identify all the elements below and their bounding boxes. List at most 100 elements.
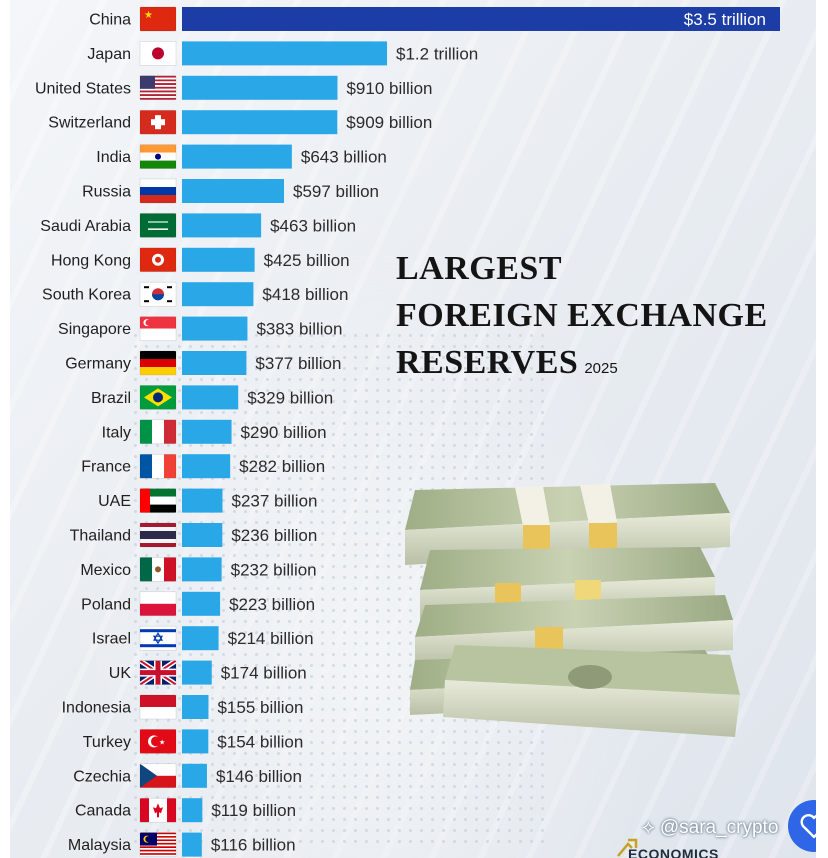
value-label-uk: $174 billion <box>221 664 307 683</box>
category-label-india: India <box>96 149 131 166</box>
category-label-turkey: Turkey <box>83 734 131 751</box>
poland-flag-icon <box>140 591 176 616</box>
title-line-3: RESERVES 2025 <box>396 339 768 392</box>
value-label-germany: $377 billion <box>255 354 341 373</box>
category-label-germany: Germany <box>65 356 131 373</box>
malaysia-flag-icon <box>140 832 176 857</box>
bar-chart: China ★ $3.5 trillion Japan $1.2 trillion Uni… <box>35 6 780 857</box>
value-label-canada: $119 billion <box>211 801 296 820</box>
flag-border <box>139 660 177 685</box>
bar-italy <box>182 419 232 444</box>
value-label-indonesia: $155 billion <box>217 698 303 717</box>
category-label-china: China <box>89 12 131 29</box>
bar-thailand <box>182 523 223 547</box>
category-label-uk: UK <box>109 665 132 682</box>
bar-saudi-arabia <box>182 213 262 238</box>
flag-border <box>139 316 177 341</box>
bar-turkey <box>182 729 209 754</box>
category-label-switzerland: Switzerland <box>48 115 131 132</box>
bar-germany <box>182 351 247 375</box>
bar-south-korea <box>182 282 254 307</box>
bar-singapore <box>182 316 248 341</box>
category-label-united-states: United States <box>35 80 131 97</box>
value-label-france: $282 billion <box>239 457 325 476</box>
bar-malaysia <box>182 832 202 857</box>
category-label-singapore: Singapore <box>58 321 131 338</box>
bar-uk <box>182 660 212 685</box>
flag-border <box>139 797 177 823</box>
title-year: 2025 <box>584 360 618 377</box>
singapore-flag-icon <box>140 316 176 341</box>
bar-hong-kong <box>182 247 255 272</box>
value-label-czechia: $146 billion <box>216 767 302 786</box>
value-label-italy: $290 billion <box>241 423 327 442</box>
flag-border <box>139 488 177 513</box>
flag-border <box>139 763 177 789</box>
japan-flag-icon <box>140 41 176 66</box>
flag-border <box>139 41 177 66</box>
thailand-flag-icon <box>140 523 176 547</box>
flag-border <box>139 385 177 410</box>
saudi-arabia-flag-icon <box>140 213 176 238</box>
bar-israel <box>182 626 219 651</box>
value-label-switzerland: $909 billion <box>346 113 432 132</box>
flag-border <box>139 281 177 307</box>
canada-flag-icon <box>140 798 176 823</box>
bar-uae <box>182 488 223 513</box>
category-label-saudi-arabia: Saudi Arabia <box>40 218 131 235</box>
value-label-malaysia: $116 billion <box>211 836 296 855</box>
value-label-thailand: $236 billion <box>231 526 317 545</box>
bar-brazil <box>182 385 239 410</box>
hong-kong-flag-icon <box>140 247 176 272</box>
value-label-saudi-arabia: $463 billion <box>270 216 356 235</box>
flag-border <box>139 522 177 548</box>
infographic: China ★ $3.5 trillion Japan $1.2 trillion Uni… <box>10 0 816 858</box>
stack-5 <box>443 645 740 737</box>
flag-border <box>139 213 177 238</box>
brand-logo-text: ECONOMICS <box>628 846 719 858</box>
category-label-south-korea: South Korea <box>42 287 131 304</box>
category-label-mexico: Mexico <box>80 562 131 579</box>
category-label-hong-kong: Hong Kong <box>51 252 131 269</box>
category-label-malaysia: Malaysia <box>68 837 131 854</box>
category-label-czechia: Czechia <box>73 768 131 785</box>
flag-border <box>139 453 177 479</box>
flag-border <box>139 832 177 857</box>
czechia-flag-icon <box>140 763 176 788</box>
flag-border <box>139 625 177 651</box>
flag-border <box>139 247 177 273</box>
value-label-russia: $597 billion <box>293 182 379 201</box>
category-label-indonesia: Indonesia <box>62 700 131 717</box>
china-flag-icon: ★ <box>140 7 176 31</box>
russia-flag-icon <box>140 179 176 203</box>
italy-flag-icon <box>140 419 176 444</box>
bar-mexico <box>182 557 222 582</box>
flag-border <box>139 109 177 135</box>
bar-canada <box>182 798 203 823</box>
turkey-flag-icon: ★ <box>140 729 176 754</box>
svg-text:★: ★ <box>144 10 153 21</box>
category-label-poland: Poland <box>81 596 131 613</box>
brazil-flag-icon <box>140 385 176 410</box>
title-line-3-text: RESERVES <box>396 344 579 381</box>
chart-title: LARGEST FOREIGN EXCHANGE RESERVES 2025 <box>396 245 768 392</box>
value-label-south-korea: $418 billion <box>262 285 348 304</box>
bar-united-states <box>182 75 338 100</box>
category-label-russia: Russia <box>82 184 131 201</box>
uk-flag-icon <box>140 660 176 685</box>
title-line-1: LARGEST <box>396 250 562 287</box>
flag-border <box>139 694 177 720</box>
flag-border <box>139 6 177 32</box>
title-line-2: FOREIGN EXCHANGE <box>396 297 768 334</box>
uae-flag-icon <box>140 488 176 513</box>
flag-border <box>139 350 177 376</box>
south-korea-flag-icon <box>140 282 176 307</box>
bar-russia <box>182 179 285 203</box>
bar-france <box>182 454 231 479</box>
stack-1 <box>405 483 730 565</box>
value-label-poland: $223 billion <box>229 595 315 614</box>
bar-switzerland <box>182 110 338 135</box>
flag-border <box>139 178 177 204</box>
flag-border <box>139 729 177 754</box>
indonesia-flag-icon <box>140 695 176 719</box>
